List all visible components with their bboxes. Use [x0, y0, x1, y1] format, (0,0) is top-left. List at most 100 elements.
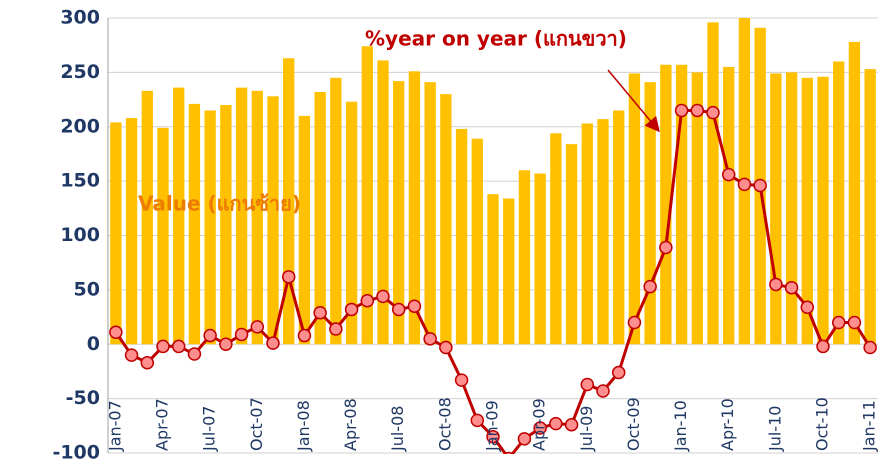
- marker: [753, 178, 767, 193]
- bar: [581, 123, 593, 345]
- marker: [659, 240, 673, 255]
- arrow: [607, 69, 660, 133]
- bar: [785, 72, 798, 345]
- marker: [517, 432, 532, 446]
- bar: [487, 194, 499, 345]
- marker: [313, 305, 327, 320]
- bar: [628, 73, 641, 345]
- bar: [125, 118, 138, 345]
- marker: [863, 340, 877, 355]
- marker: [219, 337, 233, 351]
- y-tick-label: 0: [87, 333, 100, 355]
- bar: [267, 96, 279, 345]
- marker: [503, 451, 514, 454]
- bar: [424, 82, 436, 345]
- bar: [597, 119, 609, 345]
- marker: [250, 320, 265, 334]
- bar: [613, 110, 625, 345]
- bar: [173, 87, 185, 345]
- x-tick-label: Jul-08: [388, 406, 407, 452]
- x-tick-label: Apr-10: [718, 398, 737, 451]
- marker: [344, 302, 359, 317]
- bar: [644, 82, 656, 345]
- y-tick-label: 50: [74, 278, 100, 300]
- bar: [707, 22, 719, 345]
- bar: [141, 90, 153, 345]
- bar: [440, 94, 452, 345]
- bar: [455, 128, 468, 345]
- marker: [266, 336, 280, 350]
- bar: [204, 110, 216, 345]
- marker: [124, 348, 139, 362]
- marker: [674, 103, 689, 118]
- bar: [377, 60, 389, 345]
- x-tick-label: Oct-08: [435, 397, 454, 451]
- marker: [156, 339, 170, 354]
- marker: [737, 177, 752, 192]
- bar: [235, 87, 248, 345]
- marker: [297, 328, 312, 343]
- marker: [329, 322, 343, 336]
- bar: [188, 103, 201, 345]
- marker: [800, 300, 815, 315]
- marker: [564, 417, 579, 432]
- bar: [408, 71, 421, 345]
- marker: [407, 299, 422, 313]
- x-tick-label: Jul-10: [765, 406, 784, 452]
- bar: [817, 76, 829, 345]
- marker: [831, 315, 846, 330]
- bar: [298, 115, 311, 345]
- x-tick-label: Jan-10: [671, 400, 690, 452]
- marker: [109, 325, 123, 340]
- marker: [580, 377, 595, 392]
- bar: [345, 101, 358, 345]
- marker: [281, 270, 296, 284]
- bar: [770, 73, 782, 345]
- marker: [439, 340, 453, 355]
- marker: [611, 365, 626, 380]
- marker: [596, 384, 610, 398]
- marker: [234, 327, 249, 342]
- x-tick-label: Jan-09: [483, 400, 502, 452]
- bar: [110, 122, 122, 345]
- marker: [847, 315, 862, 330]
- bar: [251, 90, 263, 345]
- bar: [330, 77, 342, 345]
- bar: [848, 41, 861, 345]
- marker: [391, 302, 406, 317]
- bar: [518, 170, 531, 345]
- bar: [314, 91, 326, 345]
- y-tick-label: -50: [66, 387, 100, 409]
- bar: [833, 61, 845, 345]
- marker: [486, 429, 500, 444]
- y-tick-label: -100: [52, 442, 100, 464]
- y-tick-label: 300: [60, 7, 100, 29]
- bar: [361, 46, 373, 345]
- marker: [470, 413, 485, 428]
- bar: [660, 64, 672, 345]
- marker: [187, 347, 202, 361]
- x-tick-label: Jan-08: [294, 400, 313, 452]
- bar: [550, 133, 562, 345]
- bar: [801, 77, 813, 345]
- bar: [471, 138, 483, 345]
- marker: [549, 416, 563, 431]
- bar: [565, 144, 578, 345]
- x-tick-label: Jul-09: [577, 406, 596, 452]
- x-tick-label: Apr-07: [153, 398, 172, 451]
- marker: [376, 289, 390, 304]
- marker: [627, 315, 642, 330]
- bar: [393, 81, 405, 345]
- bar: [503, 198, 515, 345]
- bar: [675, 64, 688, 345]
- y-tick-label: 150: [60, 170, 100, 192]
- marker: [769, 277, 783, 292]
- x-tick-label: Jan-11: [860, 400, 879, 452]
- x-tick-label: Apr-09: [530, 398, 549, 451]
- marker: [816, 339, 830, 354]
- marker: [171, 339, 186, 354]
- bar: [220, 105, 232, 345]
- bar: [691, 72, 703, 345]
- bar: [534, 173, 546, 345]
